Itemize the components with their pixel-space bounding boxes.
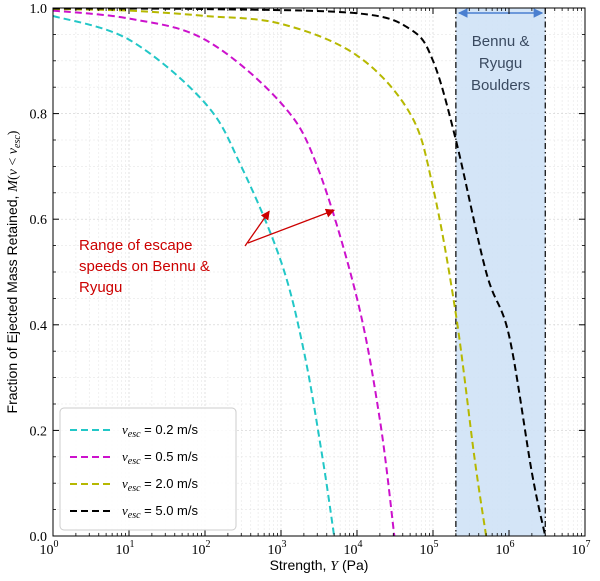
annotation: Range of escape speeds on Bennu & Ryugu	[79, 208, 335, 296]
shaded-label-line: Bennu &	[472, 33, 530, 50]
y-tick-label: 0.0	[30, 530, 48, 545]
annotation-line: Ryugu	[79, 279, 122, 296]
shaded-rect	[455, 8, 546, 536]
legend: vesc = 0.2 m/s vesc = 0.5 m/s vesc = 2.0 m…	[59, 407, 237, 531]
x-tick-label: 104	[344, 539, 363, 558]
legend-label-3: vesc = 5.0 m/s	[122, 503, 199, 521]
y-tick-label: 0.8	[30, 108, 48, 123]
x-tick-label: 106	[496, 539, 515, 558]
y-axis-title: Fraction of Ejected Mass Retained, M(v <…	[4, 130, 23, 413]
legend-label-0: vesc = 0.2 m/s	[122, 422, 199, 440]
y-tick-label: 0.4	[30, 319, 48, 334]
legend-label-2: vesc = 2.0 m/s	[122, 476, 199, 494]
annotation-arrow	[244, 210, 270, 247]
y-tick-label: 0.2	[30, 424, 48, 439]
x-tick-label: 102	[192, 539, 211, 558]
x-tick-label: 101	[116, 539, 135, 558]
x-tick-label: 107	[572, 539, 591, 558]
x-tick-label: 100	[40, 539, 59, 558]
annotation-arrow	[247, 208, 335, 244]
series-line-1	[52, 9, 396, 537]
series-group	[52, 7, 547, 537]
shaded-label-line: Boulders	[471, 77, 530, 94]
axis-ticks	[52, 7, 586, 537]
shaded-label-line: Ryugu	[479, 55, 522, 72]
y-tick-label: 0.6	[30, 213, 48, 228]
series-line-0	[52, 14, 336, 537]
series-line-3	[52, 7, 547, 537]
legend-label-1: vesc = 0.5 m/s	[122, 449, 199, 467]
x-tick-labels: 100 101 102 103 104 105 106 107	[40, 539, 591, 558]
y-tick-labels: 0.0 0.2 0.4 0.6 0.8 1.0	[30, 2, 48, 545]
x-tick-label: 103	[268, 539, 287, 558]
shaded-region-label: Bennu & Ryugu Boulders	[471, 33, 530, 94]
y-tick-label: 1.0	[30, 2, 48, 17]
x-tick-label: 105	[420, 539, 439, 558]
shaded-region	[455, 8, 546, 536]
series-line-2	[52, 8, 488, 537]
x-axis-title: Strength, Y (Pa)	[270, 557, 369, 574]
legend-box	[59, 407, 237, 531]
annotation-line: Range of escape	[79, 237, 192, 254]
annotation-line: speeds on Bennu &	[79, 258, 210, 275]
